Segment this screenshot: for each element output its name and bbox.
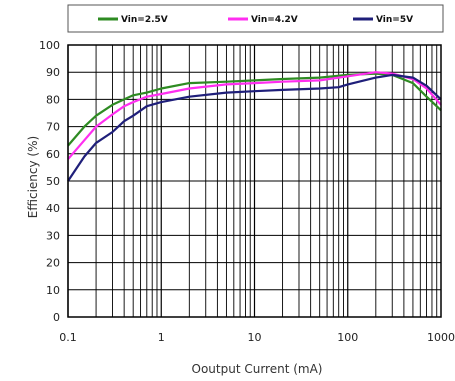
legend-label-vin-5v: Vin=5V (376, 15, 413, 25)
y-tick-label: 60 (46, 148, 60, 161)
series-line-vin-5v (67, 73, 442, 182)
x-tick-label: 1000 (427, 331, 455, 344)
x-tick-label: 10 (248, 331, 262, 344)
x-tick-label: 0.1 (59, 331, 77, 344)
legend-label-vin-2-5v: Vin=2.5V (121, 15, 168, 25)
y-tick-label: 20 (46, 257, 60, 270)
series-line-vin-4-2v (67, 71, 442, 160)
y-axis-title: Efficiency (%) (26, 136, 40, 218)
y-tick-label: 10 (46, 284, 60, 297)
plot-frame (67, 44, 442, 318)
y-tick-labels: 0 10 20 30 40 50 60 70 80 90 100 (39, 39, 60, 324)
x-tick-labels: 0.1 1 10 100 1000 (59, 331, 455, 344)
y-tick-label: 80 (46, 93, 60, 106)
x-tick-label: 100 (337, 331, 358, 344)
y-tick-label: 30 (46, 229, 60, 242)
x-axis-title: Ooutput Current (mA) (192, 362, 323, 376)
legend: Vin=2.5V Vin=4.2V Vin=5V (67, 4, 444, 33)
y-tick-label: 100 (39, 39, 60, 52)
series-layer (67, 71, 442, 182)
legend-box (67, 4, 444, 33)
y-tick-label: 50 (46, 175, 60, 188)
y-tick-label: 40 (46, 202, 60, 215)
legend-label-vin-4-2v: Vin=4.2V (251, 15, 298, 25)
y-tick-label: 0 (53, 311, 60, 324)
x-tick-label: 1 (158, 331, 165, 344)
gridlines (67, 44, 441, 318)
y-tick-label: 90 (46, 66, 60, 79)
y-tick-label: 70 (46, 121, 60, 134)
